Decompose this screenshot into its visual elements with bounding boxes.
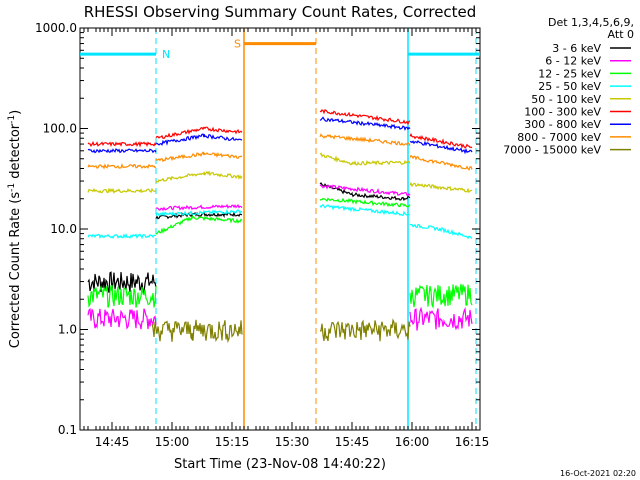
legend-label: 800 - 7000 keV [517,131,601,144]
series-line-4 [87,187,157,194]
x-tick-label: 16:15 [455,435,490,449]
series-line-6 [155,133,243,146]
legend-label: 3 - 6 keV [552,42,601,55]
legend-label: 50 - 100 keV [531,93,601,106]
footer-timestamp: 16-Oct-2021 02:20 [560,469,636,478]
series-line-2 [319,197,411,208]
series-line-4 [319,152,411,166]
series-line-7 [319,133,411,147]
series-line-6 [319,116,411,131]
legend-label: 7000 - 15000 keV [503,144,601,157]
series-line-7 [87,163,157,170]
x-tick-label: 14:45 [95,435,130,449]
series-line-4 [155,170,243,183]
series-line-3 [409,223,473,240]
axes: 0.1 1.0 10.0 100.0 1000.0 14:45 15:00 15:15 15:3… [35,21,489,449]
chart-title: RHESSI Observing Summary Count Rates, Co… [84,3,477,21]
event-label: N [162,48,170,61]
series-line-0 [319,182,411,201]
y-axis-label: Corrected Count Rate (s-1 detector-1) [7,110,23,348]
series-line-0 [155,211,243,220]
series-line-5 [409,132,473,149]
series-line-5 [319,109,411,126]
series-line-1 [155,203,243,212]
legend-header: Det 1,3,4,5,6,9, [548,16,634,29]
series-line-6 [87,148,157,154]
series-line-1 [87,307,157,330]
series-line-3 [155,208,243,217]
x-tick-label: 15:15 [215,435,250,449]
series-line-8 [319,318,411,342]
y-tick-label: 10.0 [50,222,77,236]
x-tick-label: 15:00 [155,435,190,449]
series-line-8 [151,319,243,344]
event-markers: NS [80,28,480,430]
series-line-7 [155,151,243,163]
x-tick-label: 16:00 [395,435,430,449]
series-line-1 [319,184,411,197]
series-line-2 [87,284,157,308]
series-line-7 [409,154,473,171]
legend-label: 6 - 12 keV [545,55,601,68]
series-line-5 [87,140,157,148]
legend-label: 12 - 25 keV [538,67,601,80]
series-line-2 [409,283,473,310]
series-line-4 [409,181,473,194]
series-lines [87,109,473,344]
series-line-3 [319,203,411,216]
series-line-1 [409,306,473,331]
series-line-3 [87,232,157,240]
x-tick-label: 15:45 [335,435,370,449]
legend-label: 100 - 300 keV [524,106,601,119]
y-tick-label: 1000.0 [35,21,77,35]
event-label: S [234,38,241,51]
x-axis-label: Start Time (23-Nov-08 14:40:22) [174,457,386,472]
y-tick-label: 0.1 [58,423,77,437]
legend-label: 25 - 50 keV [538,80,601,93]
y-tick-label: 100.0 [43,122,77,136]
x-tick-label: 15:30 [275,435,310,449]
series-line-0 [87,271,157,295]
y-tick-label: 1.0 [58,323,77,337]
series-line-5 [155,126,243,140]
legend-header: Att 0 [608,28,634,41]
series-line-2 [155,215,243,235]
series-line-6 [409,140,473,155]
legend-label: 300 - 800 keV [524,118,601,131]
